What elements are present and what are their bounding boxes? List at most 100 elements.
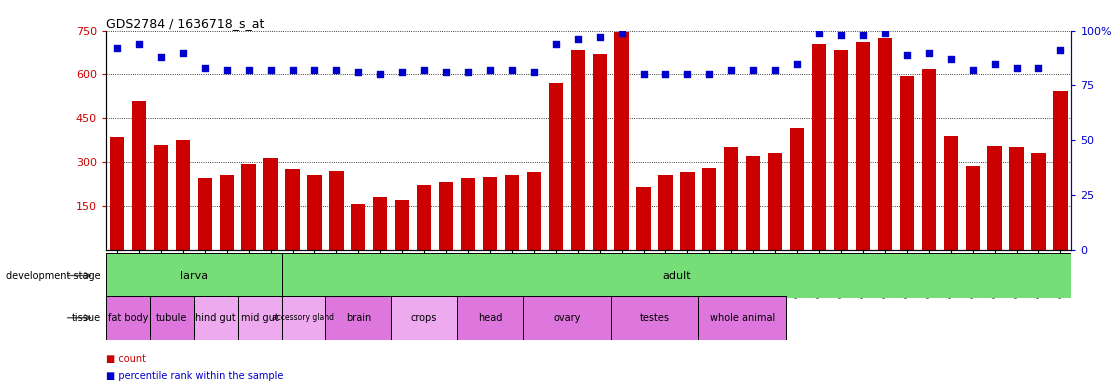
Text: tissue: tissue [71,313,100,323]
Point [985,61,1003,67]
Point [833,32,850,38]
Point [195,65,213,71]
Bar [899,76,914,250]
Bar [263,158,278,250]
Bar [154,144,169,250]
Point [679,71,696,78]
Bar [373,197,387,250]
Bar [878,38,892,250]
Text: brain: brain [346,313,371,323]
Bar [281,253,1071,298]
Bar [238,296,281,340]
Bar [1054,91,1068,250]
Bar [834,50,848,250]
Bar [109,137,124,250]
Point [722,67,740,73]
Text: GDS2784 / 1636718_s_at: GDS2784 / 1636718_s_at [106,17,264,30]
Point [767,67,785,73]
Point [152,54,170,60]
Point [459,69,477,75]
Bar [812,44,826,250]
Bar [150,296,194,340]
Point [393,69,411,75]
Point [942,56,960,62]
Bar [1009,147,1023,250]
Bar [523,296,610,340]
Point [1030,65,1048,71]
Point [788,61,806,67]
Bar [483,177,497,250]
Bar [241,164,256,250]
Bar [352,204,365,250]
Point [590,34,608,40]
Bar [286,169,299,250]
Point [525,69,542,75]
Bar [106,253,281,298]
Point [349,69,367,75]
Point [218,67,235,73]
Point [744,67,762,73]
Bar [593,54,607,250]
Text: head: head [478,313,502,323]
Bar [658,175,673,250]
Bar [395,200,410,250]
Text: crops: crops [411,313,437,323]
Text: ■ count: ■ count [106,354,146,364]
Bar [439,182,453,250]
Bar [699,296,786,340]
Text: fat body: fat body [108,313,148,323]
Bar [326,296,392,340]
Point [876,30,894,36]
Bar [1031,153,1046,250]
Point [1051,47,1069,53]
Point [701,71,719,78]
Text: adult: adult [662,270,691,281]
Point [481,67,499,73]
Point [372,71,389,78]
Point [656,71,674,78]
Bar [610,296,699,340]
Bar [549,83,562,250]
Bar [106,296,150,340]
Point [129,41,147,47]
Bar [790,129,805,250]
Point [854,32,872,38]
Point [283,67,301,73]
Bar [527,172,541,250]
Point [174,50,192,56]
Point [920,50,937,56]
Bar [194,296,238,340]
Text: larva: larva [180,270,208,281]
Text: whole animal: whole animal [710,313,775,323]
Bar [615,32,628,250]
Point [569,36,587,43]
Bar [988,146,1002,250]
Bar [747,156,760,250]
Text: accessory gland: accessory gland [272,313,335,322]
Point [108,45,126,51]
Point [547,41,565,47]
Bar [132,101,146,250]
Bar [198,178,212,250]
Point [306,67,324,73]
Bar [856,42,870,250]
Point [1008,65,1026,71]
Bar [417,185,431,250]
Text: mid gut: mid gut [241,313,279,323]
Bar [636,187,651,250]
Bar [281,296,326,340]
Point [635,71,653,78]
Point [327,67,345,73]
Bar [392,296,458,340]
Bar [922,69,936,250]
Point [898,52,916,58]
Bar [504,175,519,250]
Text: testes: testes [639,313,670,323]
Bar [965,166,980,250]
Bar [458,296,523,340]
Bar [461,178,475,250]
Bar [329,171,344,250]
Text: development stage: development stage [6,270,100,281]
Point [437,69,455,75]
Point [810,30,828,36]
